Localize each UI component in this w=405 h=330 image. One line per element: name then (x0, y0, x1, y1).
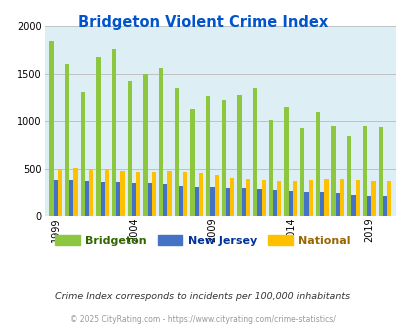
Bar (226, 188, 230, 216)
Bar (194, 187, 198, 216)
Bar (206, 96, 210, 216)
Bar (304, 192, 308, 216)
Text: Bridgeton Violent Crime Index: Bridgeton Violent Crime Index (78, 15, 327, 30)
Bar (167, 171, 171, 216)
Bar (366, 196, 371, 216)
Bar (330, 126, 335, 216)
Bar (198, 173, 202, 216)
Bar (159, 68, 163, 216)
Bar (261, 180, 265, 216)
Bar (308, 180, 312, 216)
Legend: Bridgeton, New Jersey, National: Bridgeton, New Jersey, National (51, 231, 354, 250)
Bar (214, 175, 218, 216)
Bar (65, 64, 69, 216)
Bar (53, 180, 58, 216)
Bar (284, 107, 288, 216)
Bar (143, 74, 147, 216)
Bar (100, 182, 104, 216)
Bar (89, 169, 93, 216)
Bar (151, 172, 156, 216)
Bar (362, 126, 366, 216)
Bar (292, 181, 296, 216)
Bar (382, 196, 386, 216)
Bar (96, 57, 100, 216)
Bar (252, 88, 257, 216)
Bar (371, 181, 375, 216)
Bar (346, 137, 351, 216)
Bar (277, 181, 281, 216)
Bar (85, 181, 89, 216)
Bar (136, 172, 140, 216)
Bar (315, 112, 319, 216)
Bar (377, 127, 382, 216)
Bar (127, 82, 132, 216)
Bar (324, 179, 328, 216)
Bar (116, 182, 120, 216)
Bar (288, 191, 292, 216)
Bar (49, 41, 53, 216)
Bar (81, 92, 85, 216)
Bar (132, 183, 136, 216)
Bar (104, 169, 109, 216)
Bar (163, 184, 167, 216)
Bar (69, 180, 73, 216)
Bar (272, 190, 277, 216)
Bar (174, 88, 179, 216)
Bar (319, 192, 324, 216)
Bar (245, 179, 249, 216)
Bar (237, 95, 241, 216)
Bar (339, 179, 343, 216)
Bar (73, 168, 77, 216)
Bar (355, 180, 359, 216)
Text: © 2025 CityRating.com - https://www.cityrating.com/crime-statistics/: © 2025 CityRating.com - https://www.city… (70, 315, 335, 324)
Bar (179, 186, 183, 216)
Text: Crime Index corresponds to incidents per 100,000 inhabitants: Crime Index corresponds to incidents per… (55, 292, 350, 301)
Bar (190, 109, 194, 216)
Bar (112, 49, 116, 216)
Bar (386, 181, 390, 216)
Bar (299, 128, 304, 216)
Bar (120, 171, 124, 216)
Bar (351, 195, 355, 216)
Bar (268, 120, 272, 216)
Bar (335, 193, 339, 216)
Bar (210, 187, 214, 216)
Bar (221, 100, 226, 216)
Bar (230, 178, 234, 216)
Bar (241, 188, 245, 216)
Bar (147, 183, 151, 216)
Bar (58, 169, 62, 216)
Bar (183, 172, 187, 216)
Bar (257, 189, 261, 216)
